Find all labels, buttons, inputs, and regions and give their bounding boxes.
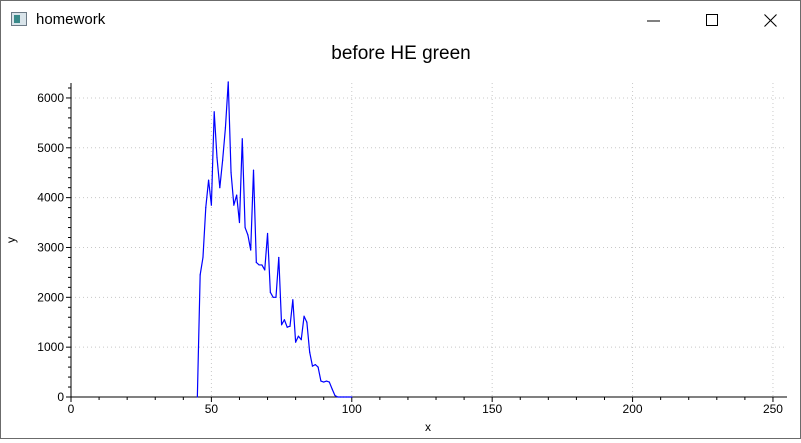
data-point (337, 396, 339, 398)
data-point (236, 194, 238, 196)
data-point (317, 366, 319, 368)
y-tick-label: 1000 (37, 340, 64, 354)
data-point (303, 315, 305, 317)
data-point (306, 321, 308, 323)
data-point (247, 234, 249, 236)
data-point (311, 365, 314, 367)
series-line (196, 81, 352, 398)
data-point (286, 326, 288, 328)
close-button[interactable] (742, 1, 800, 39)
x-tick-label: 100 (342, 402, 362, 416)
x-tick-label: 0 (68, 402, 75, 416)
data-point (210, 204, 212, 206)
data-point (258, 264, 260, 266)
window-title: homework (36, 11, 106, 28)
app-icon (11, 12, 27, 26)
data-point (244, 226, 246, 229)
y-tick-label: 5000 (37, 141, 64, 155)
data-point (205, 207, 207, 209)
data-point (238, 221, 241, 224)
x-tick-label: 50 (205, 402, 219, 416)
data-point (261, 264, 263, 266)
data-point (250, 249, 252, 251)
data-point (252, 169, 255, 171)
data-point (339, 396, 342, 398)
x-tick-label: 150 (482, 402, 502, 416)
y-tick-label: 4000 (37, 191, 64, 205)
y-tick-label: 3000 (37, 240, 64, 254)
y-tick-label: 0 (57, 390, 64, 404)
data-point (227, 81, 229, 83)
data-point (219, 187, 221, 189)
data-point (202, 256, 204, 259)
data-point (224, 127, 227, 129)
data-point (292, 299, 294, 301)
data-point (295, 341, 297, 343)
y-tick-label: 6000 (37, 91, 64, 105)
data-point (199, 274, 201, 276)
data-point (334, 394, 336, 397)
data-point (230, 172, 232, 174)
maximize-icon (706, 14, 718, 26)
tick-labels: 0 50 100 150 200 250 0 1000 2000 3000 4000 5000 6000 (37, 91, 783, 416)
x-axis-label: x (425, 420, 431, 434)
data-point (320, 380, 322, 382)
data-point (280, 324, 283, 326)
y-tick-label: 2000 (37, 290, 64, 304)
data-point (196, 396, 198, 398)
data-series (196, 81, 353, 398)
data-point (264, 269, 266, 271)
data-point (213, 111, 215, 113)
axes (66, 83, 787, 402)
data-point (272, 296, 274, 298)
data-point (278, 256, 280, 259)
title-bar[interactable]: homework (1, 1, 800, 39)
data-point (323, 381, 325, 383)
data-point (241, 138, 243, 140)
y-axis-label: y (4, 237, 18, 243)
data-point (325, 380, 328, 382)
close-icon (764, 14, 777, 27)
data-point (345, 396, 347, 398)
data-point (233, 204, 235, 206)
data-point (351, 396, 353, 398)
data-point (348, 396, 350, 398)
data-point (266, 232, 269, 235)
chart-container: before HE green 0 50 100 150 200 250 0 1000 2000… (1, 39, 800, 438)
data-point (309, 351, 311, 353)
x-tick-label: 200 (623, 402, 643, 416)
data-point (255, 261, 257, 264)
data-point (289, 325, 291, 327)
chart-title: before HE green (331, 43, 470, 64)
data-point (300, 339, 302, 341)
data-point (342, 396, 344, 398)
grid-lines (71, 83, 787, 397)
data-point (269, 291, 271, 293)
line-chart: before HE green 0 50 100 150 200 250 0 1000 2000… (4, 43, 787, 434)
data-point (275, 296, 277, 298)
data-point (314, 364, 316, 366)
data-point (297, 335, 300, 337)
data-point (331, 388, 333, 390)
minimize-icon (647, 20, 660, 22)
minimize-button[interactable] (625, 1, 683, 39)
data-point (216, 157, 218, 159)
x-tick-label: 250 (763, 402, 783, 416)
maximize-button[interactable] (684, 1, 742, 39)
data-point (222, 159, 224, 161)
data-point (328, 381, 330, 383)
data-point (283, 319, 285, 321)
data-point (207, 179, 210, 181)
